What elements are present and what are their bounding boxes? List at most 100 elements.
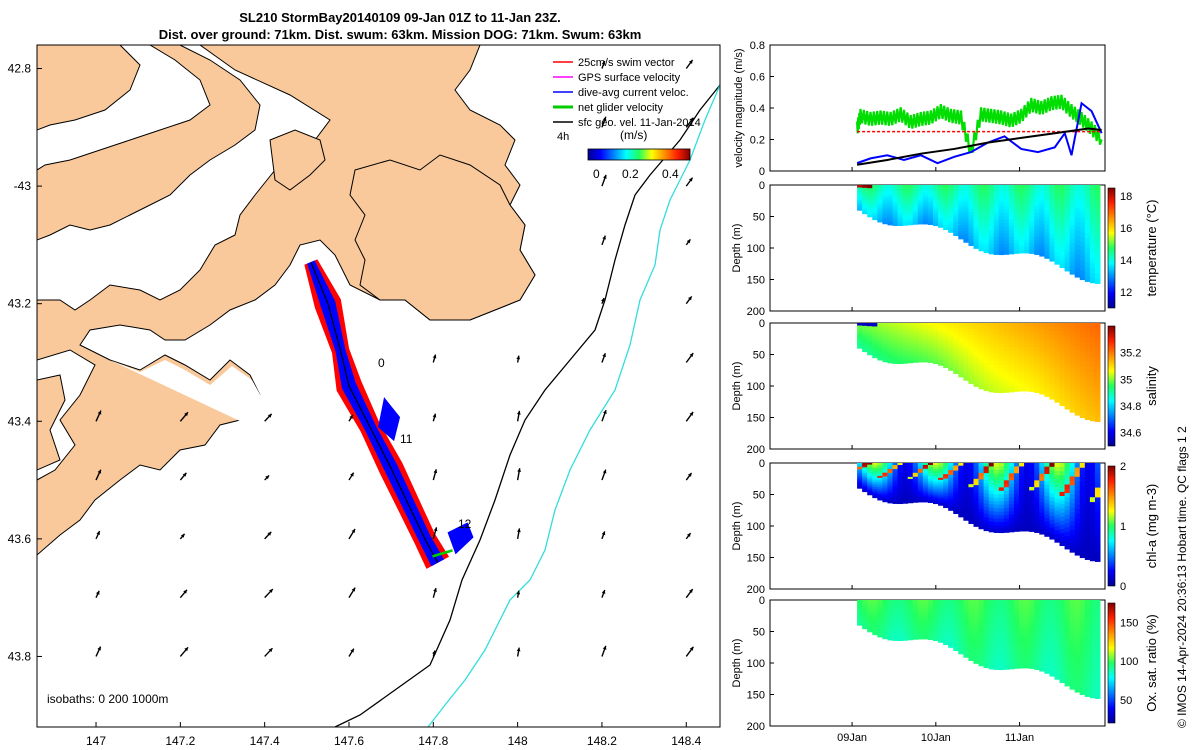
profile-cell: [1034, 624, 1040, 629]
sfc-velocity-arrowhead: [351, 529, 356, 534]
profile-cell: [953, 637, 959, 641]
profile-cell: [1079, 656, 1086, 662]
profile-cell: [1084, 351, 1091, 358]
profile-cell: [1059, 327, 1066, 332]
profile-cell: [927, 494, 934, 498]
profile-cell: [912, 601, 919, 605]
profile-cell: [1079, 393, 1086, 400]
profile-cell: [1024, 387, 1030, 392]
profile-cell: [1019, 343, 1025, 348]
profile-cell: [998, 529, 1005, 534]
profile-cell: [943, 196, 949, 199]
colorbar-tick-label: 0: [1120, 581, 1126, 593]
profile-cell: [872, 490, 878, 493]
profile-cell: [902, 495, 909, 498]
profile-cell: [867, 204, 873, 207]
profile-cell: [892, 201, 899, 204]
profile-cell: [897, 479, 904, 482]
profile-cell: [1039, 224, 1045, 229]
profile-cell: [1029, 226, 1035, 230]
profile-cell: [1024, 367, 1030, 372]
profile-cell: [1059, 263, 1066, 269]
profile-cell: [998, 195, 1005, 200]
profile-cell: [978, 204, 985, 209]
profile-cell: [1019, 507, 1025, 512]
profile-cell: [1079, 533, 1086, 540]
profile-cell: [963, 216, 969, 220]
profile-cell: [1008, 641, 1015, 646]
profile-cell: [897, 612, 904, 615]
profile-cell: [897, 626, 904, 629]
profile-cell: [1089, 634, 1096, 640]
profile-cell: [988, 613, 995, 618]
profile-cell: [897, 221, 904, 224]
profile-cell: [1094, 239, 1101, 245]
profile-cell: [1069, 626, 1076, 632]
profile-cell: [1094, 401, 1101, 408]
profile-cell: [867, 324, 873, 327]
profile-cell: [1094, 517, 1101, 523]
profile-cell: [948, 602, 954, 606]
profile-cell: [867, 470, 873, 474]
profile-cell: [1094, 367, 1101, 373]
profile-cell: [887, 621, 894, 625]
profile-cell: [1094, 497, 1101, 503]
profile-cell: [882, 629, 888, 632]
profile-cell: [1059, 238, 1066, 244]
profile-cell: [983, 387, 990, 392]
profile-cell: [1029, 360, 1035, 365]
profile-cell: [862, 186, 868, 189]
profile-cell: [978, 234, 985, 239]
profile-cell: [1049, 527, 1055, 532]
profile-cell: [1054, 386, 1061, 391]
profile-cell: [1064, 262, 1071, 268]
profile-cell: [943, 642, 949, 646]
profile-cell: [1094, 382, 1101, 388]
profile-cell: [862, 475, 868, 478]
profile-cell: [922, 200, 929, 204]
profile-cell: [933, 221, 939, 225]
profile-cell: [877, 483, 883, 486]
profile-cell: [857, 203, 863, 206]
profile-cell: [953, 225, 959, 229]
profile-cell: [958, 602, 964, 606]
profile-cell: [1054, 639, 1061, 645]
profile-cell: [902, 491, 909, 494]
profile-cell: [907, 496, 914, 500]
profile-cell: [973, 603, 980, 607]
profile-cell: [1044, 344, 1050, 350]
profile-cell: [1079, 685, 1086, 691]
profile-cell: [887, 328, 894, 332]
profile-cell: [978, 247, 985, 252]
profile-cell: [1019, 191, 1025, 196]
profile-cell: [943, 467, 949, 471]
profile-cell: [872, 324, 878, 327]
profile-cell: [912, 330, 919, 334]
profile-cell: [958, 328, 964, 332]
profile-cell: [887, 216, 894, 220]
profile-cell: [1079, 500, 1086, 507]
profile-cell: [877, 620, 883, 623]
profile-cell: [902, 361, 909, 364]
profile-cell: [1074, 536, 1081, 542]
profile-cell: [998, 473, 1005, 478]
profile-cell: [1094, 337, 1101, 344]
profile-cell: [917, 190, 924, 194]
profile-cell: [938, 471, 944, 475]
profile-cell: [1084, 662, 1091, 669]
profile-cell: [872, 613, 878, 617]
profile-cell: [872, 622, 878, 625]
profile-cell: [1039, 340, 1045, 345]
profile-cell: [938, 220, 944, 224]
profile-cell: [993, 645, 1000, 650]
profile-cell: [922, 494, 929, 497]
profile-cell: [1094, 263, 1101, 270]
profile-cell: [1054, 244, 1061, 249]
profile-cell: [1069, 349, 1076, 355]
profile-cell: [907, 613, 914, 617]
profile-cell: [993, 198, 1000, 203]
profile-cell: [1064, 488, 1071, 494]
profile-cell: [938, 640, 944, 643]
profile-cell: [882, 464, 888, 468]
profile-cell: [897, 618, 904, 621]
